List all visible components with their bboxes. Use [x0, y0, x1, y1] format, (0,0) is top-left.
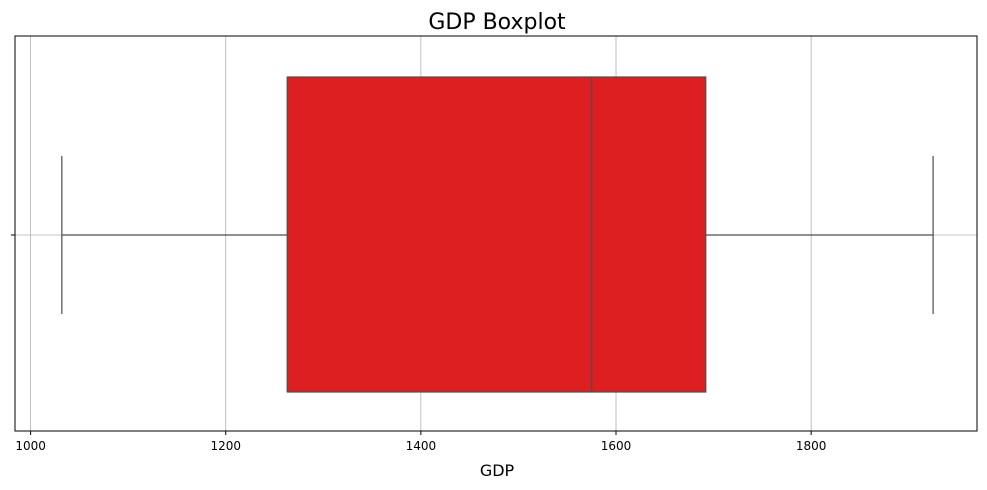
- x-axis-ticks: 1000 1200 1400 1600 1800: [15, 431, 826, 453]
- interquartile-box: [286, 76, 707, 393]
- box-plot: [61, 76, 934, 393]
- x-tick-label: 1200: [210, 439, 241, 453]
- plot-area-frame: [14, 35, 978, 432]
- x-axis-label: GDP: [480, 461, 515, 480]
- chart-title: GDP Boxplot: [428, 10, 566, 35]
- x-tick-label: 1600: [601, 439, 632, 453]
- x-tick-label: 1000: [15, 439, 46, 453]
- x-tick-label: 1400: [406, 439, 437, 453]
- x-tick-label: 1800: [796, 439, 827, 453]
